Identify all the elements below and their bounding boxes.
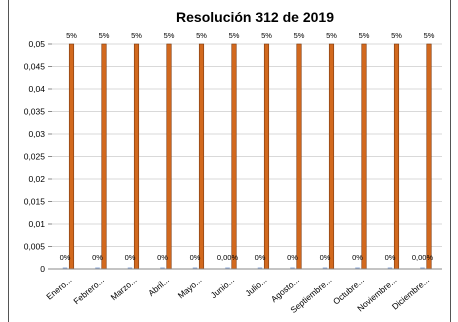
data-label-series-1: 0% — [385, 253, 396, 262]
bar-series-1 — [257, 267, 263, 269]
bar-series-1 — [355, 267, 360, 269]
data-label-series-1: 0,00% — [217, 253, 239, 262]
gridlines — [52, 43, 442, 247]
bar-series-1 — [160, 267, 165, 269]
x-tick-label: Mayo... — [176, 275, 204, 301]
bar-series-1 — [322, 267, 328, 269]
x-tick-label: Enero... — [44, 275, 73, 302]
bar-series-2 — [198, 43, 205, 270]
x-tick-label: Julio... — [243, 275, 268, 298]
data-label-series-2: 5% — [99, 31, 110, 40]
data-label-series-2: 5% — [261, 31, 272, 40]
bar-series-1 — [192, 267, 198, 269]
bar-series-2 — [263, 43, 270, 270]
x-tick-label: Abril... — [146, 275, 171, 298]
data-label-series-1: 0% — [320, 253, 331, 262]
bar-series-2 — [426, 43, 432, 270]
y-tick-label: 0,05 — [28, 39, 45, 49]
bar-series-2 — [231, 43, 237, 270]
data-label-series-1: 0% — [60, 253, 71, 262]
data-label-series-2: 5% — [131, 31, 142, 40]
bar-series-1 — [290, 267, 295, 269]
y-tick-label: 0,04 — [28, 84, 45, 94]
bar-series-2 — [101, 43, 107, 270]
data-label-series-1: 0% — [190, 253, 201, 262]
left-window-edge — [8, 0, 9, 322]
y-tick-label: 0,025 — [24, 152, 46, 162]
chart-title: Resolución 312 de 2019 — [176, 9, 334, 25]
x-axis-ticks: Enero...Febrero... Marzo... Abril... Mayo..… — [44, 275, 431, 315]
y-tick-label: 0,02 — [28, 174, 45, 184]
data-label-series-1: 0% — [352, 253, 363, 262]
y-tick-label: 0,035 — [24, 107, 46, 117]
bar-series-1 — [62, 267, 68, 269]
data-label-series-2: 5% — [66, 31, 77, 40]
data-label-series-2: 5% — [164, 31, 175, 40]
y-axis-ticks: 0 0,005 0,01 0,015 0,02 0,025 0,03 0,035 0,04 0,0… — [24, 39, 52, 274]
y-tick-label: 0,015 — [24, 197, 46, 207]
data-label-series-1: 0% — [92, 253, 103, 262]
data-label-series-1: 0% — [255, 253, 266, 262]
data-label-series-2: 5% — [326, 31, 337, 40]
right-window-edge — [450, 0, 451, 322]
data-label-series-2: 5% — [229, 31, 240, 40]
data-label-series-1: 0% — [125, 253, 136, 262]
bar-series-2 — [393, 43, 400, 270]
bar-series-1 — [127, 267, 133, 269]
bar-series-1 — [225, 267, 230, 269]
bar-series-2 — [68, 43, 75, 270]
data-label-series-1: 0% — [287, 253, 298, 262]
bar-series-1 — [95, 267, 100, 269]
y-tick-label: 0,005 — [24, 242, 46, 252]
x-tick-label: Marzo... — [109, 275, 139, 302]
x-tick-label: Junio... — [209, 275, 236, 300]
data-label-series-2: 5% — [294, 31, 305, 40]
bar-series-2 — [361, 43, 367, 270]
data-label-series-2: 5% — [391, 31, 402, 40]
bar-series-2 — [133, 43, 140, 270]
data-label-series-1: 0,00% — [412, 253, 434, 262]
bar-series-2 — [296, 43, 302, 270]
bar-series-2 — [328, 43, 335, 270]
bar-series-1 — [420, 267, 425, 269]
data-label-series-1: 0% — [157, 253, 168, 262]
data-label-series-2: 5% — [424, 31, 435, 40]
bars — [62, 43, 432, 270]
y-tick-label: 0 — [40, 264, 45, 274]
data-label-series-2: 5% — [359, 31, 370, 40]
y-tick-label: 0,03 — [28, 129, 45, 139]
y-tick-label: 0,01 — [28, 219, 45, 229]
y-tick-label: 0,045 — [24, 62, 46, 72]
data-label-series-2: 5% — [196, 31, 207, 40]
bar-series-1 — [387, 267, 393, 269]
bar-series-2 — [166, 43, 172, 270]
x-tick-label: Febrero... — [71, 275, 106, 306]
data-labels: 0% 5% 0% 5% 0% 5% 0% 5% 0% 5% 0,00% 5% 0% 5% 0% 5% 0% 5% 0… — [60, 31, 435, 262]
